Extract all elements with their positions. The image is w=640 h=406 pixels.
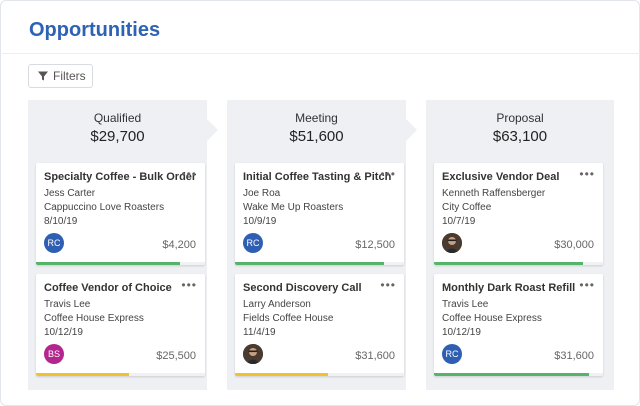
- card-value: $25,500: [156, 350, 196, 362]
- pipeline-board: Qualified $29,700 Meeting $51,600 Propos…: [28, 100, 614, 390]
- filters-label: Filters: [53, 69, 86, 83]
- more-options-icon[interactable]: •••: [579, 278, 595, 292]
- card-contact: Joe Roa: [243, 188, 281, 199]
- page-header: Opportunities: [2, 2, 640, 54]
- card-contact: Jess Carter: [44, 188, 96, 199]
- card-title: Initial Coffee Tasting & Pitch: [243, 171, 392, 183]
- opportunity-card[interactable]: Specialty Coffee - Bulk Order ••• Jess Car…: [36, 163, 205, 265]
- avatar-initials: BS: [47, 349, 60, 359]
- avatar: RC: [442, 344, 462, 364]
- card-date: 10/12/19: [44, 327, 83, 338]
- avatar: BS: [44, 344, 64, 364]
- card-company: Coffee House Express: [442, 313, 542, 324]
- progress-bar: [36, 262, 180, 265]
- card-company: City Coffee: [442, 202, 492, 213]
- card-company: Fields Coffee House: [243, 313, 334, 324]
- card-value: $31,600: [355, 350, 395, 362]
- column-separator: [406, 100, 426, 390]
- progress-track: [235, 262, 404, 265]
- progress-track: [434, 373, 603, 376]
- card-contact: Travis Lee: [44, 299, 91, 310]
- avatar-initials: RC: [445, 349, 459, 359]
- card-contact: Kenneth Raffensberger: [442, 188, 546, 199]
- card-date: 8/10/19: [44, 216, 78, 227]
- column-name: Meeting: [295, 111, 338, 125]
- progress-track: [36, 373, 205, 376]
- avatar: RC: [44, 233, 64, 253]
- card-title: Second Discovery Call: [243, 282, 362, 294]
- more-options-icon[interactable]: •••: [380, 167, 396, 181]
- progress-bar: [36, 373, 129, 376]
- avatar: RC: [243, 233, 263, 253]
- more-options-icon[interactable]: •••: [181, 167, 197, 181]
- card-company: Cappuccino Love Roasters: [44, 202, 165, 213]
- progress-bar: [235, 262, 384, 265]
- avatar: [243, 344, 263, 364]
- avatar-initials: RC: [246, 238, 260, 248]
- more-options-icon[interactable]: •••: [579, 167, 595, 181]
- column-name: Qualified: [93, 111, 142, 125]
- more-options-icon[interactable]: •••: [181, 278, 197, 292]
- more-options-icon[interactable]: •••: [380, 278, 396, 292]
- card-value: $31,600: [554, 350, 594, 362]
- card-value: $12,500: [355, 239, 395, 251]
- column-amount: $51,600: [289, 128, 344, 145]
- avatar-initials: RC: [47, 238, 61, 248]
- page-title: Opportunities: [29, 19, 161, 41]
- card-date: 10/12/19: [442, 327, 481, 338]
- opportunity-card[interactable]: Exclusive Vendor Deal ••• Kenneth Raffensb…: [434, 163, 603, 265]
- progress-track: [434, 262, 603, 265]
- column-header-meeting: Meeting $51,600: [227, 100, 406, 160]
- opportunity-card[interactable]: Initial Coffee Tasting & Pitch ••• Joe Roa…: [235, 163, 404, 265]
- progress-track: [36, 262, 205, 265]
- stage-arrow-icon: [207, 119, 218, 141]
- progress-track: [235, 373, 404, 376]
- stage-arrow-icon: [406, 119, 417, 141]
- card-date: 10/7/19: [442, 216, 476, 227]
- progress-bar: [235, 373, 328, 376]
- opportunity-card[interactable]: Coffee Vendor of Choice ••• Travis Lee Coff…: [36, 274, 205, 376]
- filters-button[interactable]: Filters: [28, 64, 93, 88]
- column-name: Proposal: [496, 111, 544, 125]
- card-date: 11/4/19: [243, 327, 276, 338]
- column-amount: $29,700: [90, 128, 145, 145]
- card-contact: Travis Lee: [442, 299, 489, 310]
- card-title: Exclusive Vendor Deal: [442, 171, 560, 183]
- card-company: Wake Me Up Roasters: [243, 202, 344, 213]
- card-value: $4,200: [162, 239, 196, 251]
- opportunity-card[interactable]: Monthly Dark Roast Refill ••• Travis Lee Co…: [434, 274, 603, 376]
- column-header-proposal: Proposal $63,100: [426, 100, 614, 160]
- card-value: $30,000: [554, 239, 594, 251]
- card-title: Monthly Dark Roast Refill: [442, 282, 576, 294]
- card-title: Specialty Coffee - Bulk Order: [44, 171, 197, 183]
- progress-bar: [434, 373, 590, 376]
- progress-bar: [434, 262, 583, 265]
- filter-icon: [37, 70, 49, 82]
- card-contact: Larry Anderson: [243, 299, 311, 310]
- opportunity-card[interactable]: Second Discovery Call ••• Larry Anderson Fi…: [235, 274, 404, 376]
- column-separator: [207, 100, 227, 390]
- avatar: [442, 233, 462, 253]
- card-date: 10/9/19: [243, 216, 277, 227]
- column-header-qualified: Qualified $29,700: [28, 100, 207, 160]
- card-company: Coffee House Express: [44, 313, 144, 324]
- card-title: Coffee Vendor of Choice: [44, 282, 172, 294]
- column-amount: $63,100: [492, 128, 548, 145]
